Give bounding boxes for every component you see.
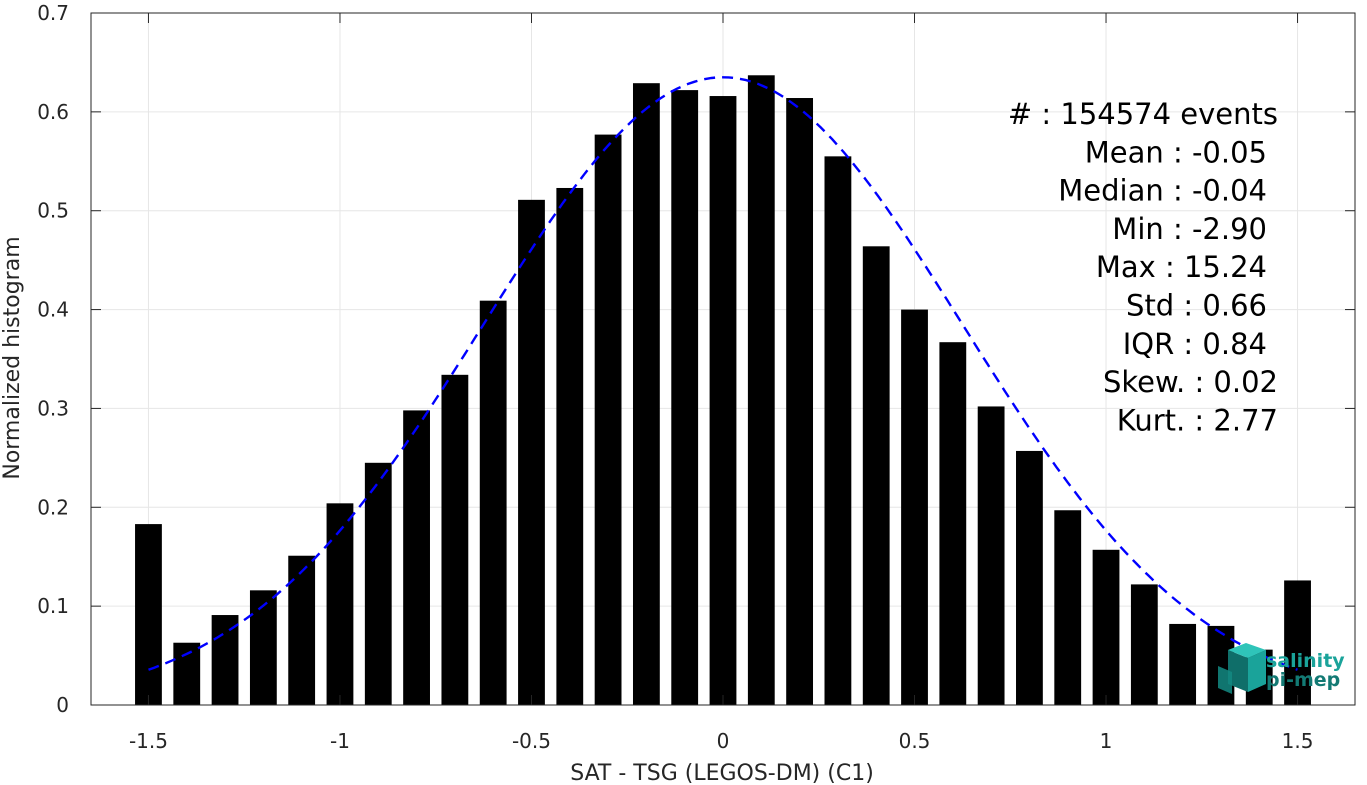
y-tick-label: 0.4 (37, 298, 69, 322)
x-tick-label: 1.5 (1282, 729, 1314, 753)
histogram-bar (173, 642, 201, 705)
gaussian-fit-curve (148, 76, 1298, 671)
stat-line: Skew. : 0.02 (1103, 365, 1278, 399)
histogram-bar (594, 134, 622, 705)
histogram-bar (288, 555, 316, 705)
histogram-bar (441, 374, 469, 705)
x-axis-label: SAT - TSG (LEGOS-DM) (C1) (570, 761, 874, 785)
histogram-bar (211, 615, 239, 705)
x-tick-label: 0.5 (899, 729, 931, 753)
stat-line: # : 154574 events (1008, 97, 1278, 131)
histogram-bar (556, 187, 584, 705)
histogram-bar (671, 90, 699, 705)
x-tick-label: 1 (1100, 729, 1113, 753)
y-tick-label: 0.5 (37, 199, 69, 223)
stat-line: Mean : -0.05 (1085, 135, 1267, 169)
histogram-bar (518, 199, 545, 705)
stat-line: IQR : 0.84 (1123, 327, 1267, 361)
histogram-bar (1092, 549, 1120, 705)
x-axis-ticks: -1.5 -1 -0.5 0 0.5 1 1.5 (129, 13, 1314, 753)
y-tick-label: 0.3 (37, 396, 69, 420)
histogram-bar (326, 503, 354, 705)
statistics-annotation: # : 154574 events Mean : -0.05 Median : -0… (1008, 97, 1278, 437)
logo-cube-icon (1218, 643, 1266, 694)
x-tick-label: -1 (330, 729, 350, 753)
histogram-bar (1016, 450, 1043, 705)
y-axis-ticks: 0 0.1 0.2 0.3 0.4 0.5 0.6 0.7 (37, 1, 1355, 717)
histogram-bar (862, 246, 890, 705)
x-tick-label: 0 (717, 729, 730, 753)
x-tick-label: -1.5 (129, 729, 168, 753)
x-tick-label: -0.5 (512, 729, 551, 753)
histogram-bar (824, 156, 852, 706)
salinity-pimep-logo: salinity pi-mep (1218, 643, 1345, 694)
histogram-bar (632, 83, 660, 705)
y-tick-label: 0.1 (37, 594, 69, 618)
histogram-bar (1054, 510, 1082, 705)
stat-line: Max : 15.24 (1096, 250, 1267, 284)
stat-line: Median : -0.04 (1058, 174, 1267, 208)
histogram-bar (403, 410, 430, 705)
histogram-bar (249, 590, 277, 705)
logo-text-pimep: pi-mep (1266, 669, 1340, 691)
histogram-bars (135, 75, 1311, 706)
histogram-bar (1169, 623, 1197, 705)
y-tick-label: 0.6 (37, 100, 69, 124)
histogram-bar (901, 309, 928, 705)
histogram-bar (977, 406, 1005, 705)
histogram-bar (747, 75, 775, 705)
logo-text-salinity: salinity (1266, 650, 1345, 672)
stat-line: Kurt. : 2.77 (1117, 403, 1278, 437)
histogram-bar (939, 342, 967, 705)
y-tick-label: 0 (56, 693, 69, 717)
histogram-bar (1284, 580, 1311, 705)
histogram-bar (135, 524, 162, 705)
histogram-bar (479, 300, 507, 705)
histogram-bar (709, 96, 737, 706)
stat-line: Std : 0.66 (1126, 289, 1267, 323)
histogram-bar (364, 462, 392, 705)
y-tick-label: 0.2 (37, 495, 69, 519)
histogram-bar (786, 98, 814, 705)
y-tick-label: 0.7 (37, 1, 69, 25)
y-axis-label: Normalized histogram (0, 236, 25, 479)
stat-line: Min : -2.90 (1112, 212, 1267, 246)
histogram-bar (1130, 584, 1158, 705)
